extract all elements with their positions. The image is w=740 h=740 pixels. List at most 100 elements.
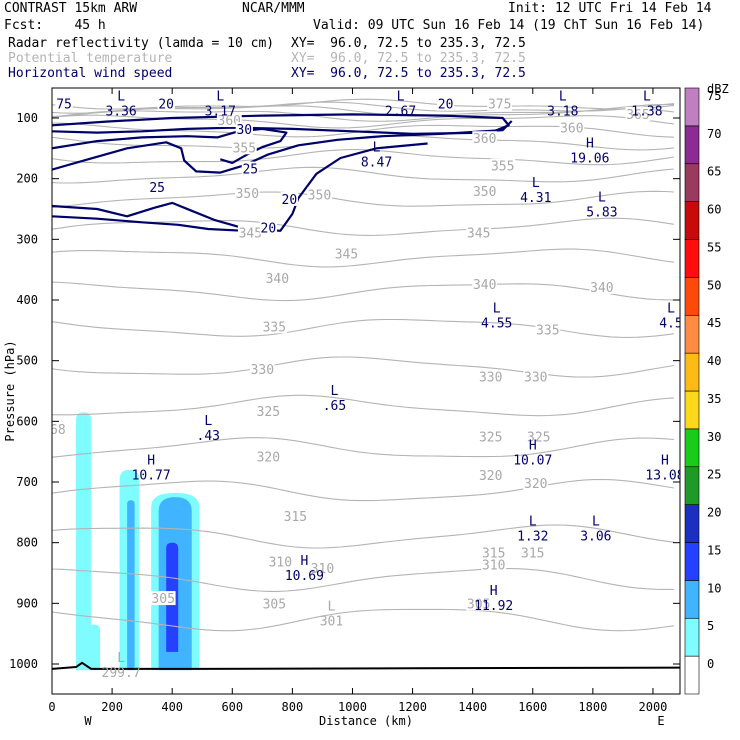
wind-contours xyxy=(52,113,513,234)
extremum-marker: H xyxy=(586,136,594,151)
wind-label: 20 xyxy=(282,193,298,208)
extremum-marker: L xyxy=(373,141,381,156)
isentrope-line xyxy=(52,248,675,268)
colorbar-swatch xyxy=(684,428,700,468)
wind-label: 20 xyxy=(158,98,174,113)
isentrope-label: 320 xyxy=(479,469,502,484)
extremum-value: 3.17 xyxy=(205,105,236,120)
extremum-value: 13.08 xyxy=(645,469,684,484)
x-tick-label: 1200 xyxy=(398,700,427,714)
colorbar-label: 50 xyxy=(707,278,721,292)
isentrope-label: 315 xyxy=(521,547,544,562)
isentrope-line xyxy=(52,437,675,458)
isentrope-label-bg xyxy=(478,429,504,444)
y-tick-label: 300 xyxy=(16,232,38,246)
colorbar-label: 0 xyxy=(707,657,714,671)
colorbar-label: 70 xyxy=(707,127,721,141)
isentrope-label: 310 xyxy=(482,559,505,574)
isentrope-label: 345 xyxy=(467,226,490,241)
isentrope-label-bg xyxy=(234,185,260,200)
edge-label: 68 xyxy=(50,423,66,438)
extremum-value: 301 xyxy=(320,614,343,629)
extremum-marker: L xyxy=(331,384,339,399)
isentrope-line xyxy=(52,608,675,632)
extremum-value: 3.36 xyxy=(105,105,136,120)
isentrope-label: 330 xyxy=(251,363,274,378)
extremum-value: 19.06 xyxy=(570,151,609,166)
x-tick-label: 1600 xyxy=(518,700,547,714)
theta-contours xyxy=(52,98,675,632)
wind-label: 75 xyxy=(56,98,72,113)
colorbar-label: 15 xyxy=(707,543,721,557)
isentrope-label: 340 xyxy=(590,281,613,296)
east-label: E xyxy=(657,714,664,728)
x-tick-label: 1400 xyxy=(458,700,487,714)
isentrope-label-bg xyxy=(490,158,516,173)
extremum-value: 2.67 xyxy=(385,105,416,120)
isentrope-label-bg xyxy=(478,369,504,384)
colorbar-label: 35 xyxy=(707,392,721,406)
x-tick-label: 2000 xyxy=(639,700,668,714)
extremum-marker: L xyxy=(328,599,336,614)
extremum-value: 4.5 xyxy=(659,316,682,331)
axes: 0 200 400 600 800 1000 1200 1400 1600 1800 2000 100… xyxy=(3,88,680,728)
y-tick-label: 600 xyxy=(16,414,38,428)
isentrope-line xyxy=(52,478,675,502)
isentrope-line xyxy=(52,281,675,302)
y-tick-label: 100 xyxy=(16,111,38,125)
isentrope-label-bg xyxy=(231,140,257,155)
wind-label: 30 xyxy=(236,123,252,138)
isentrope-label-bg xyxy=(264,270,290,285)
isentrope-label-bg xyxy=(310,560,335,575)
isentrope-line xyxy=(52,356,675,378)
isentrope-label-bg xyxy=(282,509,308,524)
isentrope-label: 345 xyxy=(335,248,358,263)
colorbar-swatch xyxy=(684,390,700,430)
isentrope-label: 360 xyxy=(473,132,496,147)
isentrope-line xyxy=(52,318,675,338)
colorbar-label: 75 xyxy=(707,89,721,103)
isentrope-line xyxy=(52,108,675,122)
y-tick-label: 900 xyxy=(16,596,38,610)
isentrope-label: 305 xyxy=(263,598,286,613)
extremum-marker: H xyxy=(661,454,669,469)
isentrope-label: 330 xyxy=(479,371,502,386)
wind-label-bg xyxy=(437,96,455,111)
isentrope-label-bg xyxy=(487,96,513,111)
model-title: CONTRAST 15km ARW xyxy=(4,1,138,16)
isentrope-label: 305 xyxy=(467,598,490,613)
colorbar-label: 45 xyxy=(707,316,721,330)
extremum-value: 4.31 xyxy=(520,191,551,206)
terrain-line-path xyxy=(52,661,680,670)
wind-label-bg xyxy=(280,191,298,206)
isentrope-label: 320 xyxy=(524,477,547,492)
isentrope-label-bg xyxy=(472,131,498,146)
wind-label: 20 xyxy=(438,98,454,113)
wind-label: 20 xyxy=(261,221,277,236)
x-tick-label: 800 xyxy=(282,700,304,714)
colorbar-swatch xyxy=(684,617,700,657)
colorbar-swatch xyxy=(684,655,700,695)
isentrope-label: 360 xyxy=(560,121,583,136)
isentrope-label-bg xyxy=(466,225,492,240)
extremum-marker: L xyxy=(598,190,606,205)
isentrope-label-bg xyxy=(249,361,275,376)
isentrope-label: 305 xyxy=(151,592,174,607)
extremum-marker: L xyxy=(204,414,212,429)
extremum-marker: L xyxy=(529,514,537,529)
extremum-marker: H xyxy=(529,438,537,453)
isentrope-label: 350 xyxy=(308,189,331,204)
isentrope-line xyxy=(52,190,675,208)
extremum-value: 10.77 xyxy=(132,469,171,484)
reflectivity-layer xyxy=(76,412,200,671)
isentrope-line xyxy=(52,149,675,166)
isentrope-label: 350 xyxy=(236,187,259,202)
isentrope-label-bg xyxy=(625,106,651,121)
extremum-marker: L xyxy=(559,90,567,105)
isentrope-line xyxy=(52,568,674,592)
colorbar-label: 10 xyxy=(707,581,721,595)
isentrope-line xyxy=(52,524,675,549)
colorbar-swatch xyxy=(684,87,700,127)
colorbar-swatch xyxy=(684,466,700,505)
isentrope-label-bg xyxy=(237,225,263,240)
